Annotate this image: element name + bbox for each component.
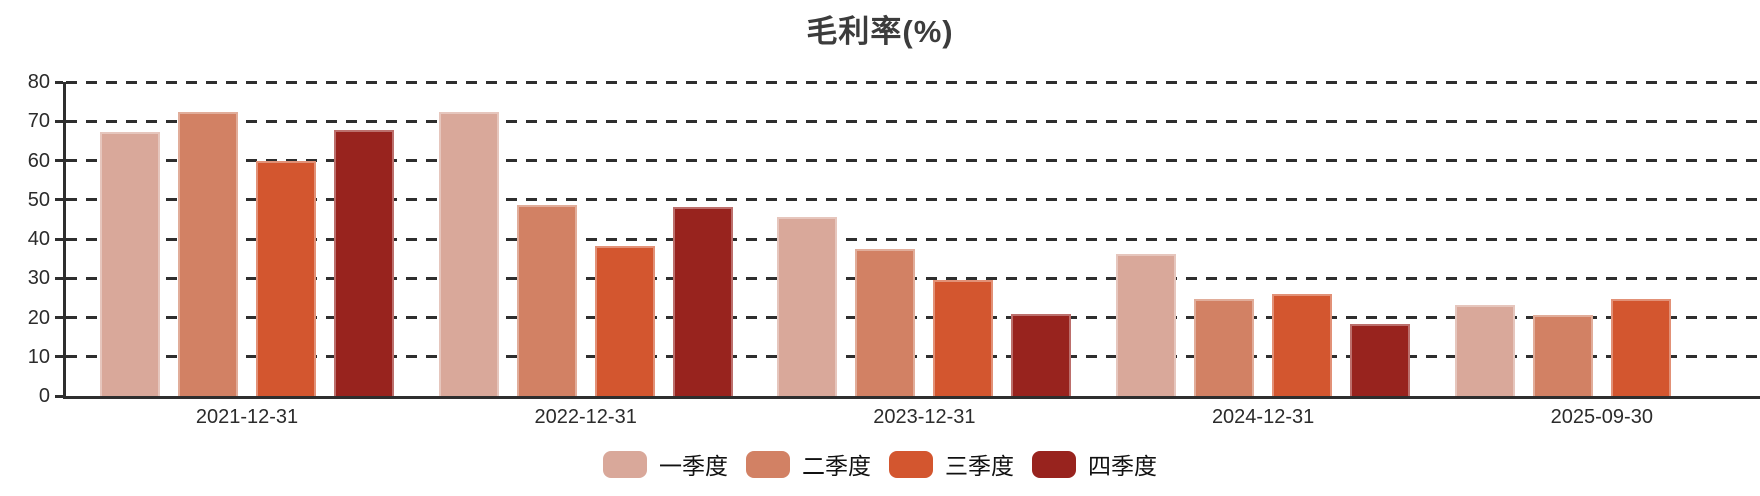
- y-axis-tick: [55, 276, 63, 280]
- bar[interactable]: [1272, 293, 1333, 396]
- y-axis-label: 20: [27, 306, 50, 329]
- legend-label: 四季度: [1088, 453, 1157, 479]
- gridline: [66, 237, 1760, 241]
- x-axis-line: [63, 396, 1760, 399]
- y-axis-tick: [55, 159, 63, 162]
- bar[interactable]: [256, 160, 316, 396]
- bar[interactable]: [334, 129, 394, 396]
- y-axis-label: 40: [27, 228, 50, 250]
- y-axis-tick: [55, 237, 63, 241]
- legend: 一季度 二季度 三季度 四季度: [0, 447, 1760, 481]
- bar[interactable]: [1350, 323, 1411, 396]
- bar[interactable]: [933, 279, 994, 396]
- y-axis-tick: [55, 80, 63, 84]
- gridline: [66, 198, 1760, 202]
- legend-item[interactable]: 三季度: [889, 447, 1014, 481]
- legend-item[interactable]: 一季度: [603, 447, 728, 481]
- bar[interactable]: [594, 245, 655, 396]
- y-axis-label: 50: [27, 188, 50, 211]
- chart-title: 毛利率(%): [806, 14, 954, 49]
- bar[interactable]: [1532, 314, 1593, 396]
- y-axis-line: [63, 82, 66, 399]
- y-axis-label: 60: [27, 149, 50, 172]
- bar[interactable]: [1011, 313, 1072, 396]
- legend-label: 三季度: [945, 453, 1014, 479]
- x-axis-label: 2024-12-31: [1211, 406, 1315, 428]
- y-axis-label: 70: [27, 110, 50, 133]
- bar[interactable]: [1194, 298, 1255, 396]
- legend-swatch: [889, 450, 933, 478]
- bar[interactable]: [855, 249, 916, 396]
- y-axis-label: 0: [38, 385, 50, 407]
- bar[interactable]: [178, 111, 238, 396]
- legend-item[interactable]: 四季度: [1032, 447, 1157, 481]
- x-axis-label: 2021-12-31: [195, 406, 299, 428]
- y-axis-tick: [55, 198, 63, 202]
- legend-item[interactable]: 二季度: [746, 447, 871, 481]
- gridline: [66, 80, 1760, 84]
- x-axis-label: 2022-12-31: [534, 406, 637, 428]
- bar[interactable]: [516, 205, 577, 396]
- bar[interactable]: [438, 112, 499, 396]
- y-axis-tick: [55, 355, 63, 359]
- x-axis-label: 2025-09-30: [1550, 406, 1653, 428]
- bar[interactable]: [100, 132, 160, 396]
- y-axis-label: 80: [27, 71, 50, 93]
- legend-label: 二季度: [802, 453, 871, 479]
- legend-swatch: [1032, 450, 1076, 478]
- bar[interactable]: [777, 217, 838, 396]
- bar[interactable]: [1116, 254, 1177, 396]
- y-axis-label: 30: [27, 267, 50, 290]
- x-axis-label: 2023-12-31: [873, 406, 976, 428]
- legend-swatch: [746, 450, 790, 478]
- legend-label: 一季度: [659, 453, 728, 479]
- y-axis-tick: [55, 119, 63, 123]
- bar[interactable]: [672, 206, 733, 396]
- plot-area: 0 10 20 30 40 50 60 70 80 2021-12-31 2022-12-31 202…: [28, 71, 1760, 428]
- legend-swatch: [603, 450, 647, 478]
- gridline: [66, 119, 1760, 123]
- y-axis-label: 10: [27, 345, 50, 368]
- y-axis-tick: [55, 394, 63, 398]
- y-axis-tick: [55, 316, 63, 319]
- gridline: [66, 159, 1760, 162]
- bar[interactable]: [1610, 298, 1671, 396]
- bar[interactable]: [1454, 305, 1515, 396]
